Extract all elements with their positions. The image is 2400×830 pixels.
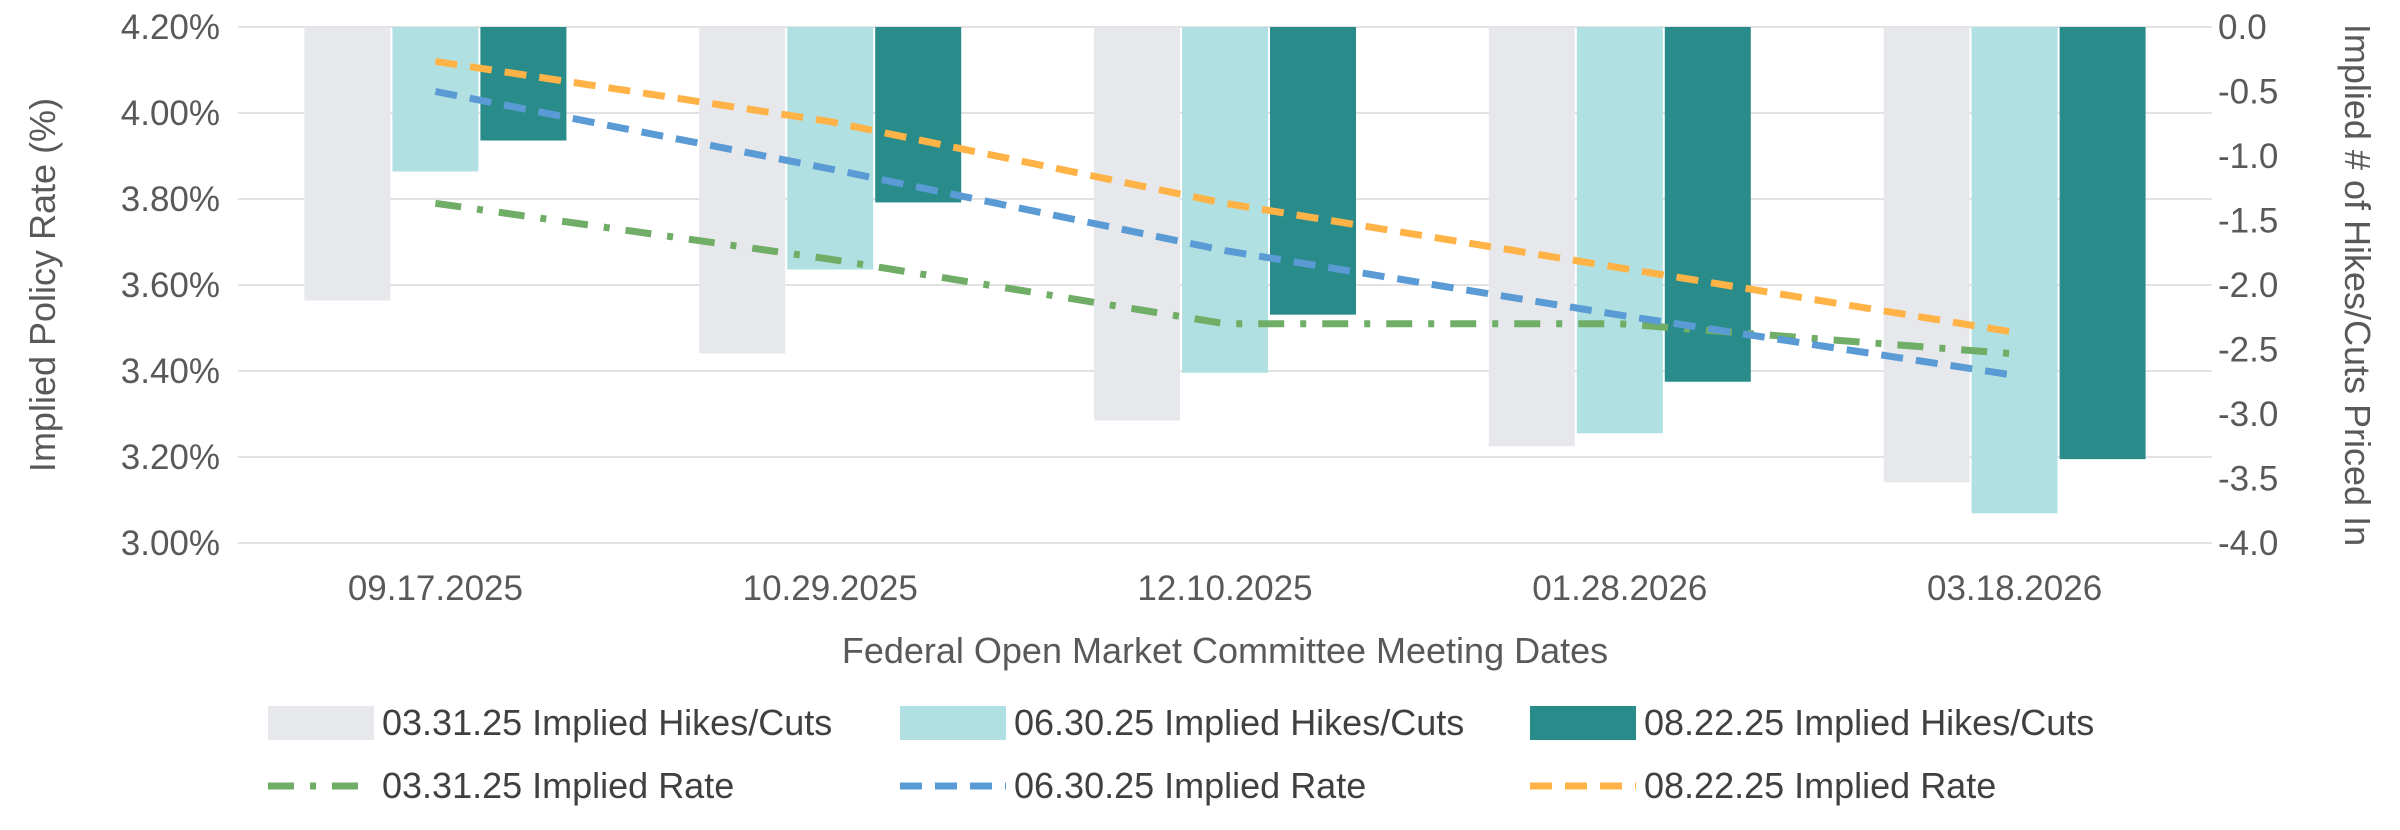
y-tick-label-1: 3.20% (121, 438, 220, 477)
bar-series1-3 (1488, 27, 1575, 447)
y2-tick-label-4: -2.0 (2218, 266, 2278, 305)
bar-series1-1 (699, 27, 786, 354)
x-axis-ticks: 09.17.2025 10.29.2025 12.10.2025 01.28.2026… (348, 569, 2102, 608)
bar-series3-1 (875, 27, 962, 203)
y2-tick-label-7: -3.5 (2218, 460, 2278, 499)
legend-label-line-3: 08.22.25 Implied Rate (1644, 765, 1996, 806)
x-tick-label-2: 12.10.2025 (1137, 569, 1312, 608)
y2-tick-label-6: -3.0 (2218, 395, 2278, 434)
bar-series2-0 (392, 27, 479, 172)
y-tick-label-4: 3.80% (121, 180, 220, 219)
bar-series2-4 (1971, 27, 2058, 514)
y-tick-label-6: 4.20% (121, 8, 220, 47)
legend-label-line-2: 06.30.25 Implied Rate (1014, 765, 1366, 806)
legend: 03.31.25 Implied Hikes/Cuts 06.30.25 Impl… (268, 702, 2094, 806)
x-tick-label-4: 03.18.2026 (1927, 569, 2102, 608)
bar-series1-0 (304, 27, 391, 301)
y2-tick-label-3: -1.5 (2218, 202, 2278, 241)
bar-series2-1 (787, 27, 874, 270)
legend-label-bar-2: 06.30.25 Implied Hikes/Cuts (1014, 702, 1464, 743)
x-axis-title: Federal Open Market Committee Meeting Da… (842, 630, 1608, 671)
y-tick-label-2: 3.40% (121, 352, 220, 391)
y-tick-label-5: 4.00% (121, 94, 220, 133)
line-series-group (434, 57, 2016, 379)
bar-series2-3 (1576, 27, 1663, 434)
y2-tick-label-8: -4.0 (2218, 524, 2278, 563)
legend-label-bar-3: 08.22.25 Implied Hikes/Cuts (1644, 702, 2094, 743)
x-tick-label-3: 01.28.2026 (1532, 569, 1707, 608)
y2-tick-label-0: 0.0 (2218, 8, 2267, 47)
bar-series1-4 (1883, 27, 1970, 483)
y2-tick-label-2: -1.0 (2218, 137, 2278, 176)
y-tick-label-0: 3.00% (121, 524, 220, 563)
legend-label-bar-1: 03.31.25 Implied Hikes/Cuts (382, 702, 832, 743)
legend-swatch-bar-3 (1530, 706, 1636, 740)
x-tick-label-0: 09.17.2025 (348, 569, 523, 608)
legend-swatch-bar-1 (268, 706, 374, 740)
line-series3 (434, 57, 2016, 336)
y2-tick-label-1: -0.5 (2218, 73, 2278, 112)
y-axis-title: Implied Policy Rate (%) (22, 98, 63, 472)
right-axis-ticks: 0.0 -0.5 -1.0 -1.5 -2.0 -2.5 -3.0 -3.5 -4.0 (2218, 8, 2278, 563)
y2-axis-title: Implied # of Hikes/Cuts Priced In (2337, 24, 2378, 546)
legend-swatch-bar-2 (900, 706, 1006, 740)
x-tick-label-1: 10.29.2025 (743, 569, 918, 608)
legend-label-line-1: 03.31.25 Implied Rate (382, 765, 734, 806)
left-axis-ticks: 3.00% 3.20% 3.40% 3.60% 3.80% 4.00% 4.20% (121, 8, 220, 563)
bar-series3-4 (2059, 27, 2146, 460)
bar-series3-0 (480, 27, 567, 141)
y2-tick-label-5: -2.5 (2218, 331, 2278, 370)
y-tick-label-3: 3.60% (121, 266, 220, 305)
line-series2 (434, 88, 2016, 379)
bar-series-group (304, 27, 2146, 514)
